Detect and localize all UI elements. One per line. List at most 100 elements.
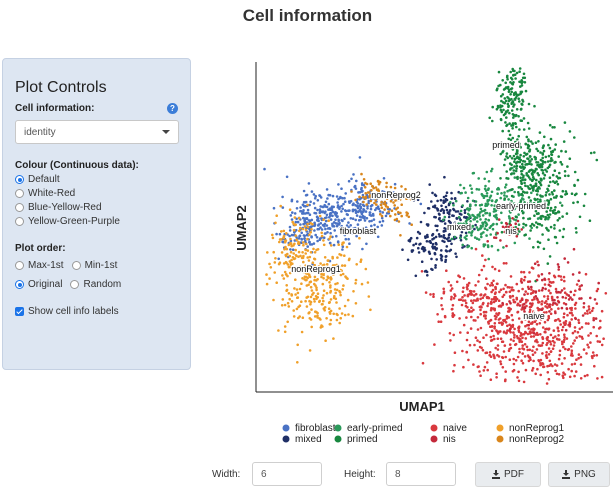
cell-point-mixed — [452, 208, 456, 212]
cell-point-mixed — [450, 197, 453, 200]
radio-min-1st[interactable] — [71, 261, 81, 270]
cell-point-naive — [557, 317, 560, 321]
cell-point-naive — [508, 358, 512, 362]
cell-point-early-primed — [528, 237, 531, 240]
cell-point-fibroblast — [309, 225, 312, 229]
cell-point-naive — [455, 280, 459, 284]
cell-point-naive — [565, 293, 569, 296]
colour-option-yellow-green-purple[interactable]: Yellow-Green-Purple — [15, 216, 178, 227]
cell-point-naive — [483, 365, 487, 369]
help-icon[interactable]: ? — [167, 103, 178, 114]
cell-point-naive — [515, 282, 519, 286]
cell-point-naive — [550, 295, 554, 299]
cell-point-naive — [576, 331, 580, 334]
cell-point-naive — [472, 290, 476, 293]
cell-point-nonReprog1 — [322, 265, 325, 269]
cell-point-primed — [509, 76, 513, 80]
cell-point-naive — [529, 292, 533, 295]
cell-point-fibroblast — [355, 214, 359, 217]
radio-original[interactable] — [15, 280, 24, 289]
cell-point-naive — [493, 267, 497, 271]
cell-point-fibroblast — [360, 212, 364, 215]
cell-point-naive — [546, 295, 550, 298]
cell-point-primed — [517, 186, 521, 189]
cell-point-early-primed — [485, 170, 489, 174]
cell-point-naive — [470, 299, 473, 302]
cell-point-primed — [551, 126, 554, 129]
cell-point-naive — [549, 333, 553, 337]
cell-point-primed — [545, 210, 548, 213]
x-axis-label: UMAP1 — [399, 399, 445, 414]
cell-point-primed — [512, 81, 515, 84]
cell-point-nis — [547, 283, 551, 287]
cell-info-select[interactable]: identity — [15, 120, 179, 144]
cell-point-primed — [520, 102, 523, 106]
cell-point-early-primed — [487, 219, 491, 222]
cell-point-naive — [513, 327, 516, 331]
cell-point-nonReprog1 — [322, 263, 326, 267]
cell-point-nonReprog1 — [310, 325, 313, 329]
radio-yellow-green-purple[interactable] — [15, 217, 24, 226]
cell-point-nonReprog1 — [266, 251, 269, 254]
download-pdf-button[interactable]: PDF — [475, 462, 541, 487]
cell-point-primed — [518, 230, 521, 233]
radio-white-red[interactable] — [15, 189, 24, 198]
colour-option-default[interactable]: Default — [15, 174, 178, 185]
cell-point-nonReprog1 — [328, 237, 331, 241]
cell-point-early-primed — [477, 188, 481, 191]
cell-point-primed — [529, 178, 532, 181]
order-option-random[interactable]: Random — [70, 279, 121, 290]
show-labels-checkbox-row[interactable]: Show cell info labels — [15, 306, 178, 317]
width-input[interactable]: 6 — [252, 462, 322, 486]
cell-point-fibroblast — [323, 222, 327, 226]
show-labels-checkbox[interactable] — [15, 307, 24, 316]
cell-point-primed — [500, 99, 503, 103]
cell-point-primed — [542, 177, 546, 180]
cell-point-nonReprog2 — [367, 191, 371, 194]
radio-max-1st[interactable] — [15, 261, 24, 270]
cell-point-primed — [530, 158, 533, 161]
cell-point-early-primed — [497, 186, 500, 190]
cell-point-naive — [492, 300, 496, 304]
legend-swatch-nis — [430, 435, 438, 443]
cell-point-naive — [584, 272, 588, 276]
cell-point-nis — [553, 298, 556, 302]
cell-point-nis — [571, 298, 574, 301]
cell-point-naive — [546, 335, 549, 339]
cell-point-primed — [532, 185, 535, 189]
radio-random[interactable] — [70, 280, 80, 289]
height-input[interactable]: 8 — [386, 462, 456, 486]
order-option-min-1st[interactable]: Min-1st — [71, 260, 117, 271]
cell-point-early-primed — [483, 227, 487, 230]
cell-point-nonReprog1 — [307, 311, 310, 315]
cell-point-fibroblast — [324, 232, 327, 235]
cell-point-fibroblast — [419, 202, 423, 206]
order-option-max-1st[interactable]: Max-1st — [15, 260, 64, 271]
page-title: Cell information — [242, 6, 373, 25]
cell-point-nis — [521, 306, 524, 309]
cell-point-nonReprog1 — [319, 262, 322, 265]
cell-point-nonReprog2 — [405, 214, 409, 217]
order-option-original[interactable]: Original — [15, 279, 62, 290]
cell-point-naive — [562, 321, 566, 325]
cell-point-naive — [562, 340, 566, 344]
cell-point-nis — [503, 230, 507, 234]
cell-point-nonReprog1 — [284, 254, 288, 258]
cell-point-primed — [508, 111, 511, 115]
cell-point-nonReprog2 — [364, 195, 368, 199]
cell-point-naive — [522, 332, 526, 336]
cell-point-mixed — [425, 240, 429, 243]
radio-blue-yellow-red[interactable] — [15, 203, 24, 212]
cell-point-naive — [537, 274, 540, 277]
colour-option-white-red[interactable]: White-Red — [15, 188, 178, 199]
cell-point-naive — [453, 363, 456, 367]
radio-default[interactable] — [15, 175, 24, 184]
cell-point-fibroblast — [360, 210, 363, 213]
cell-point-nonReprog1 — [294, 248, 297, 252]
cell-point-primed — [520, 90, 524, 94]
download-png-button[interactable]: PNG — [548, 462, 610, 487]
cell-point-primed — [514, 141, 517, 145]
colour-option-blue-yellow-red[interactable]: Blue-Yellow-Red — [15, 202, 178, 213]
cell-point-naive — [539, 315, 543, 319]
cell-point-naive — [492, 353, 495, 357]
